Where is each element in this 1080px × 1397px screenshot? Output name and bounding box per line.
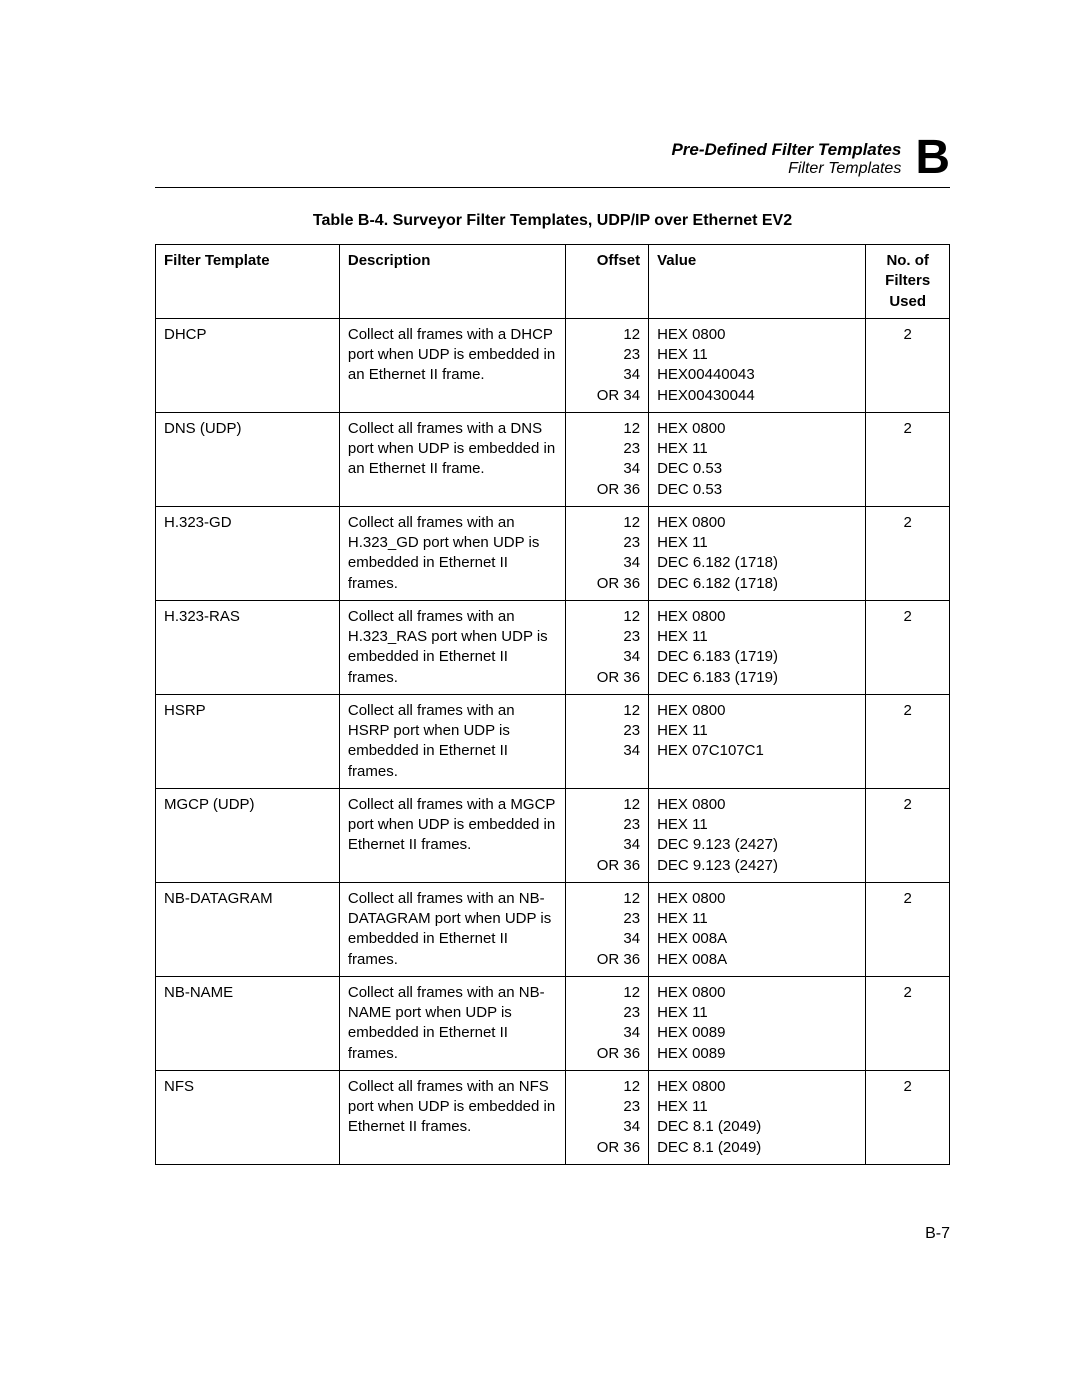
cell-offset: 12 23 34 OR 36 (565, 506, 649, 600)
col-header-template: Filter Template (156, 245, 340, 319)
appendix-letter: B (915, 136, 950, 179)
cell-value: HEX 0800 HEX 11 DEC 0.53 DEC 0.53 (649, 412, 866, 506)
table-row: DNS (UDP) Collect all frames with a DNS … (156, 412, 950, 506)
cell-template: DHCP (156, 318, 340, 412)
cell-template: H.323-RAS (156, 600, 340, 694)
cell-template: H.323-GD (156, 506, 340, 600)
cell-filters: 2 (866, 1070, 950, 1164)
header-text-block: Pre-Defined Filter Templates Filter Temp… (671, 140, 901, 178)
table-row: H.323-RAS Collect all frames with an H.3… (156, 600, 950, 694)
cell-template: NB-DATAGRAM (156, 882, 340, 976)
cell-description: Collect all frames with an NB-NAME port … (339, 976, 565, 1070)
cell-value: HEX 0800 HEX 11 HEX 0089 HEX 0089 (649, 976, 866, 1070)
col-header-filters: No. of Filters Used (866, 245, 950, 319)
table-row: MGCP (UDP) Collect all frames with a MGC… (156, 788, 950, 882)
table-row: DHCP Collect all frames with a DHCP port… (156, 318, 950, 412)
cell-template: DNS (UDP) (156, 412, 340, 506)
cell-description: Collect all frames with a DNS port when … (339, 412, 565, 506)
cell-offset: 12 23 34 OR 36 (565, 412, 649, 506)
cell-value: HEX 0800 HEX 11 DEC 8.1 (2049) DEC 8.1 (… (649, 1070, 866, 1164)
cell-filters: 2 (866, 788, 950, 882)
header-title: Pre-Defined Filter Templates (671, 140, 901, 160)
cell-description: Collect all frames with a MGCP port when… (339, 788, 565, 882)
cell-filters: 2 (866, 882, 950, 976)
cell-value: HEX 0800 HEX 11 DEC 9.123 (2427) DEC 9.1… (649, 788, 866, 882)
filter-templates-table: Filter Template Description Offset Value… (155, 244, 950, 1165)
cell-value: HEX 0800 HEX 11 DEC 6.182 (1718) DEC 6.1… (649, 506, 866, 600)
col-header-value: Value (649, 245, 866, 319)
header-subtitle: Filter Templates (671, 160, 901, 178)
cell-filters: 2 (866, 694, 950, 788)
table-header-row: Filter Template Description Offset Value… (156, 245, 950, 319)
cell-offset: 12 23 34 OR 36 (565, 976, 649, 1070)
cell-offset: 12 23 34 OR 36 (565, 1070, 649, 1164)
cell-filters: 2 (866, 506, 950, 600)
page-number: B-7 (155, 1225, 950, 1243)
cell-description: Collect all frames with a DHCP port when… (339, 318, 565, 412)
cell-filters: 2 (866, 976, 950, 1070)
cell-description: Collect all frames with an H.323_GD port… (339, 506, 565, 600)
cell-offset: 12 23 34 OR 36 (565, 882, 649, 976)
cell-filters: 2 (866, 600, 950, 694)
col-header-description: Description (339, 245, 565, 319)
cell-offset: 12 23 34 (565, 694, 649, 788)
cell-template: HSRP (156, 694, 340, 788)
cell-value: HEX 0800 HEX 11 HEX00440043 HEX00430044 (649, 318, 866, 412)
cell-offset: 12 23 34 OR 34 (565, 318, 649, 412)
cell-description: Collect all frames with an H.323_RAS por… (339, 600, 565, 694)
cell-template: NB-NAME (156, 976, 340, 1070)
document-page: Pre-Defined Filter Templates Filter Temp… (0, 0, 1080, 1303)
table-row: NFS Collect all frames with an NFS port … (156, 1070, 950, 1164)
table-row: H.323-GD Collect all frames with an H.32… (156, 506, 950, 600)
table-caption: Table B-4. Surveyor Filter Templates, UD… (155, 212, 950, 230)
cell-filters: 2 (866, 412, 950, 506)
col-header-offset: Offset (565, 245, 649, 319)
table-row: HSRP Collect all frames with an HSRP por… (156, 694, 950, 788)
cell-offset: 12 23 34 OR 36 (565, 600, 649, 694)
cell-value: HEX 0800 HEX 11 HEX 008A HEX 008A (649, 882, 866, 976)
cell-description: Collect all frames with an HSRP port whe… (339, 694, 565, 788)
cell-template: MGCP (UDP) (156, 788, 340, 882)
cell-offset: 12 23 34 OR 36 (565, 788, 649, 882)
page-header: Pre-Defined Filter Templates Filter Temp… (155, 140, 950, 188)
table-row: NB-DATAGRAM Collect all frames with an N… (156, 882, 950, 976)
table-body: DHCP Collect all frames with a DHCP port… (156, 318, 950, 1164)
cell-filters: 2 (866, 318, 950, 412)
cell-template: NFS (156, 1070, 340, 1164)
cell-value: HEX 0800 HEX 11 HEX 07C107C1 (649, 694, 866, 788)
cell-description: Collect all frames with an NB-DATAGRAM p… (339, 882, 565, 976)
table-row: NB-NAME Collect all frames with an NB-NA… (156, 976, 950, 1070)
cell-description: Collect all frames with an NFS port when… (339, 1070, 565, 1164)
cell-value: HEX 0800 HEX 11 DEC 6.183 (1719) DEC 6.1… (649, 600, 866, 694)
